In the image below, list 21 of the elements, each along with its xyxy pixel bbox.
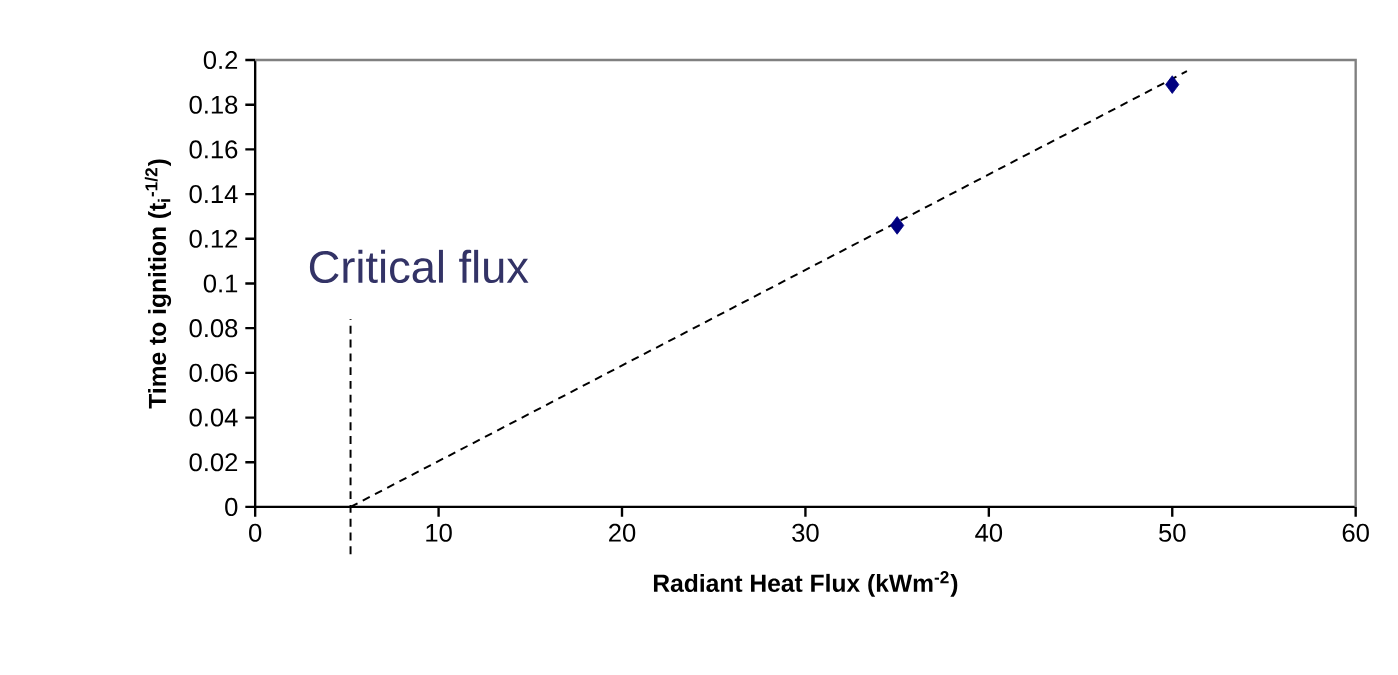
y-tick-label: 0.04 <box>189 408 238 427</box>
x-tick-label: 50 <box>1159 523 1186 542</box>
x-tick-label: 40 <box>975 523 1003 542</box>
x-tick-label: 30 <box>792 523 819 542</box>
x-tick-label: 0 <box>249 523 262 542</box>
y-tick-label: 0.2 <box>203 50 238 69</box>
y-tick-label: 0.14 <box>189 184 238 204</box>
x-tick-label: 60 <box>1342 523 1369 542</box>
y-tick-label: 0.08 <box>189 318 238 338</box>
y-tick-label: 0.06 <box>189 363 238 382</box>
y-tick-label: 0.16 <box>189 140 238 159</box>
ref-line-label: Critical flux <box>309 249 529 283</box>
y-tick-label: 0.12 <box>189 229 238 248</box>
y-tick-label: 0 <box>225 497 238 516</box>
y-axis-title: Time to ignition (t$_{i}$$^{-1/2}$) <box>144 159 172 409</box>
y-tick-label: 0.18 <box>189 95 238 114</box>
x-tick-label: 10 <box>426 523 452 542</box>
y-tick-label: 0.1 <box>203 274 238 293</box>
x-tick-label: 20 <box>609 523 636 542</box>
y-tick-label: 0.02 <box>189 453 238 472</box>
x-axis-title: Radiant Heat Flux (kWm$^{-2}$) <box>653 570 958 597</box>
